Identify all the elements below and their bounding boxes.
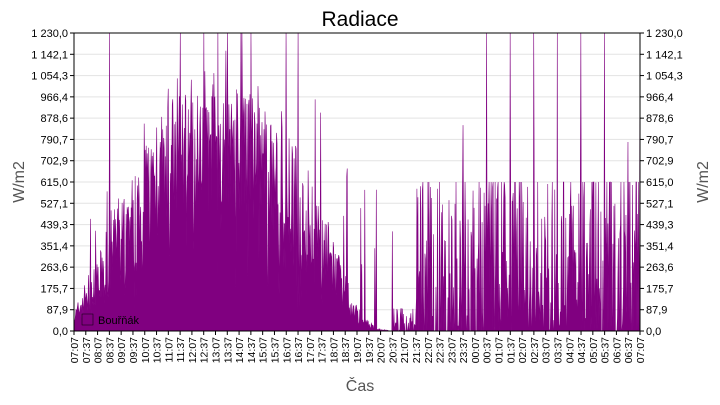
y-tick-label-left: 1 142,1 [31, 49, 68, 61]
x-tick-label: 22:37 [435, 337, 447, 363]
legend: Bouřňák [81, 313, 139, 327]
y-tick-label-left: 1 054,3 [31, 71, 68, 83]
x-tick-label: 15:07 [258, 337, 270, 363]
x-tick-label: 00:37 [482, 337, 494, 363]
x-tick-label: 07:07 [69, 337, 81, 363]
x-tick-label: 02:37 [529, 337, 541, 363]
x-tick-label: 12:07 [187, 337, 199, 363]
x-tick-label: 08:37 [104, 337, 116, 363]
y-tick-label-right: 1 142,1 [646, 49, 683, 61]
x-tick-label: 18:07 [328, 337, 340, 363]
x-axis: 07:07 07:37 08:07 08:37 09:07 09:37 10:07 10:37… [69, 331, 647, 363]
y-tick-label-right: 527,1 [646, 198, 674, 210]
y-tick-label-left: 527,1 [40, 198, 68, 210]
x-tick-label: 17:07 [305, 337, 317, 363]
x-tick-label: 04:07 [564, 337, 576, 363]
y-tick-label-left: 0,0 [53, 326, 68, 338]
y-tick-label-left: 702,9 [40, 156, 68, 168]
x-tick-label: 10:37 [152, 337, 164, 363]
x-tick-label: 14:37 [246, 337, 258, 363]
y-tick-label-right: 351,4 [646, 241, 674, 253]
y-tick-label-left: 790,7 [40, 134, 68, 146]
y-tick-label-left: 87,9 [47, 305, 68, 317]
x-tick-label: 03:07 [541, 337, 553, 363]
y-axis-right: 0,0 87,9 175,7 263,6 351,4 439,3 527,1 615,0 702… [640, 28, 683, 338]
x-tick-label: 11:37 [175, 337, 187, 363]
y-tick-label-left: 175,7 [40, 283, 68, 295]
legend-swatch [81, 313, 94, 326]
legend-label: Bouřňák [98, 315, 139, 327]
y-tick-label-left: 878,6 [40, 113, 68, 125]
x-tick-label: 16:07 [281, 337, 293, 363]
x-tick-label: 17:37 [317, 337, 329, 363]
y-tick-label-right: 790,7 [646, 134, 674, 146]
y-tick-label-right: 175,7 [646, 283, 674, 295]
x-tick-label: 01:07 [494, 337, 506, 363]
y-tick-label-right: 263,6 [646, 262, 674, 274]
x-tick-label: 13:07 [211, 337, 223, 363]
x-tick-label: 19:07 [352, 337, 364, 363]
y-axis-title-left: W/m2 [11, 161, 28, 203]
x-tick-label: 11:07 [163, 337, 175, 363]
x-tick-label: 04:37 [576, 337, 588, 363]
x-tick-label: 23:07 [446, 337, 458, 363]
x-tick-label: 07:07 [635, 337, 647, 363]
series-bourak-area [73, 32, 641, 333]
x-tick-label: 20:07 [376, 337, 388, 363]
x-tick-label: 08:07 [93, 337, 105, 363]
x-tick-label: 05:07 [588, 337, 600, 363]
x-tick-label: 03:37 [552, 337, 564, 363]
x-tick-label: 12:37 [199, 337, 211, 363]
x-tick-label: 09:37 [128, 337, 140, 363]
y-tick-label-right: 0,0 [646, 326, 661, 338]
y-axis-title-right: W/m2 [695, 161, 712, 203]
x-tick-label: 19:37 [364, 337, 376, 363]
y-tick-label-right: 702,9 [646, 156, 674, 168]
y-tick-label-right: 966,4 [646, 92, 674, 104]
x-tick-label: 00:07 [470, 337, 482, 363]
x-tick-label: 06:07 [611, 337, 623, 363]
y-tick-label-right: 878,6 [646, 113, 674, 125]
x-tick-label: 06:37 [623, 337, 635, 363]
y-axis-left: 0,0 87,9 175,7 263,6 351,4 439,3 527,1 615,0 702… [31, 28, 74, 338]
x-tick-label: 05:37 [600, 337, 612, 363]
x-tick-label: 07:37 [81, 337, 93, 363]
x-tick-label: 10:07 [140, 337, 152, 363]
y-tick-label-left: 439,3 [40, 220, 68, 232]
y-tick-label-right: 439,3 [646, 220, 674, 232]
x-tick-label: 21:07 [399, 337, 411, 363]
y-tick-label-left: 1 230,0 [31, 28, 68, 40]
x-tick-label: 23:37 [458, 337, 470, 363]
y-tick-label-right: 615,0 [646, 177, 674, 189]
y-tick-label-right: 1 230,0 [646, 28, 683, 40]
x-tick-label: 02:07 [517, 337, 529, 363]
x-tick-label: 14:07 [234, 337, 246, 363]
y-tick-label-left: 351,4 [40, 241, 68, 253]
chart-title: Radiace [321, 8, 398, 31]
y-tick-label-right: 87,9 [646, 305, 667, 317]
y-tick-label-right: 1 054,3 [646, 71, 683, 83]
x-tick-label: 09:07 [116, 337, 128, 363]
y-tick-label-left: 615,0 [40, 177, 68, 189]
x-tick-label: 21:37 [411, 337, 423, 363]
x-tick-label: 16:37 [293, 337, 305, 363]
x-tick-label: 15:37 [269, 337, 281, 363]
y-tick-label-left: 966,4 [40, 92, 68, 104]
y-tick-label-left: 263,6 [40, 262, 68, 274]
x-tick-label: 20:37 [387, 337, 399, 363]
x-tick-label: 18:37 [340, 337, 352, 363]
x-tick-label: 13:37 [222, 337, 234, 363]
x-tick-label: 01:37 [505, 337, 517, 363]
x-tick-label: 22:07 [423, 337, 435, 363]
series-area [73, 32, 641, 333]
x-axis-title: Čas [346, 376, 374, 395]
